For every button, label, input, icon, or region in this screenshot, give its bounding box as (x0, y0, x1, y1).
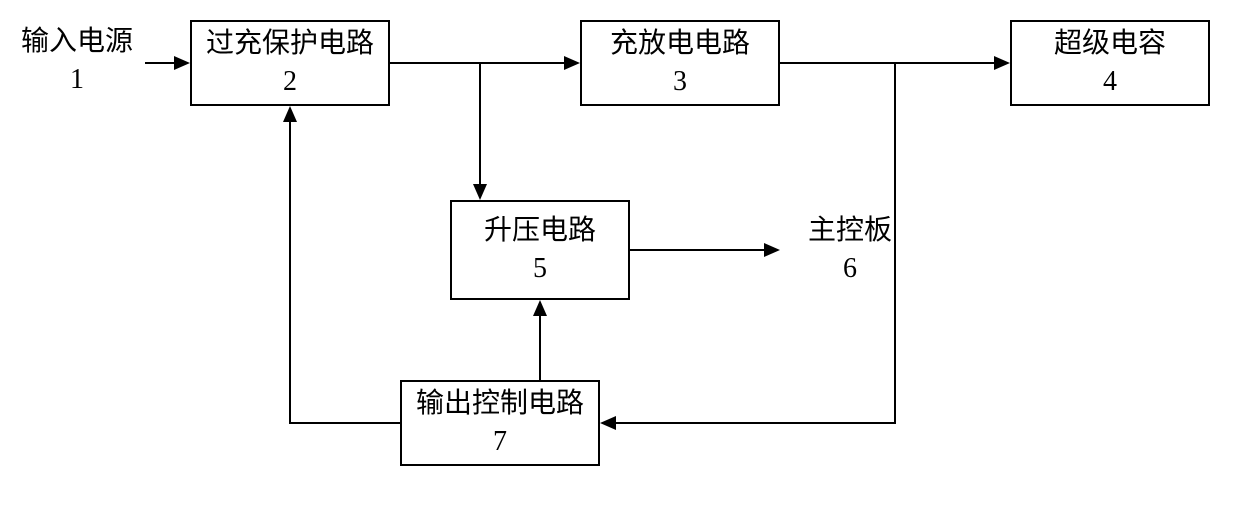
node-title: 超级电容 (1054, 25, 1166, 63)
node-number: 4 (1103, 63, 1117, 101)
edge-e8 (283, 106, 400, 423)
node-n3: 充放电电路3 (580, 20, 780, 106)
node-title: 输出控制电路 (416, 385, 584, 423)
node-number: 2 (283, 63, 297, 101)
node-n7: 输出控制电路7 (400, 380, 600, 466)
node-n2: 过充保护电路2 (190, 20, 390, 106)
node-title: 充放电电路 (610, 25, 750, 63)
edge-e6 (533, 300, 547, 380)
node-title: 升压电路 (484, 212, 596, 250)
node-n4: 超级电容4 (1010, 20, 1210, 106)
edge-e2 (390, 56, 580, 70)
node-number: 7 (493, 423, 507, 461)
node-number: 3 (673, 63, 687, 101)
node-title: 过充保护电路 (206, 25, 374, 63)
node-title: 主控板 (808, 212, 892, 250)
edge-e5 (630, 243, 780, 257)
node-n5: 升压电路5 (450, 200, 630, 300)
edge-e1 (146, 56, 190, 70)
node-number: 5 (533, 250, 547, 288)
node-title: 输入电源 (21, 23, 133, 61)
node-n1: 输入电源1 (12, 22, 142, 100)
node-number: 6 (843, 250, 857, 288)
node-number: 1 (70, 61, 84, 99)
node-n6: 主控板6 (790, 210, 910, 290)
edge-e4 (473, 63, 487, 200)
